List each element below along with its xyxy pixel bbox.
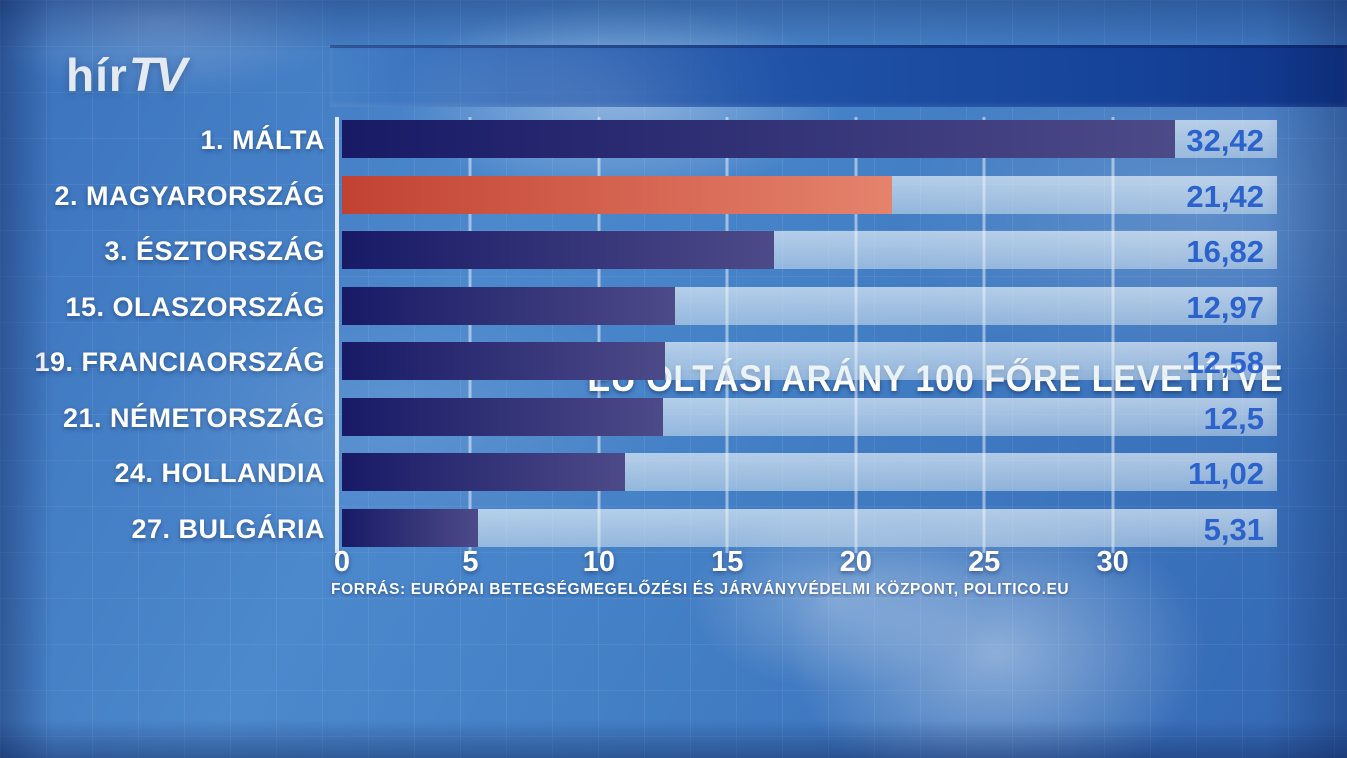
- x-axis-tick-labels: 0 5 10 15 20 25 30: [334, 546, 1277, 580]
- logo-tv-text: TV: [129, 49, 187, 102]
- gridline-15: [725, 117, 729, 553]
- chart-row: 2. MAGYARORSZÁG 21,42: [0, 176, 1277, 214]
- x-tick-30: 30: [1096, 546, 1128, 579]
- chart-row: 27. BULGÁRIA 5,31: [0, 509, 1277, 547]
- bar-value-label: 32,42: [1186, 120, 1264, 158]
- chart-row: 19. FRANCIAORSZÁG 12,58: [0, 342, 1277, 380]
- x-tick-0: 0: [334, 546, 350, 579]
- bar-value-label: 12,97: [1186, 287, 1264, 325]
- y-axis-line: [335, 117, 339, 553]
- bar: [342, 509, 479, 547]
- bar: [342, 287, 676, 325]
- gridline-25: [982, 117, 986, 553]
- bar: [342, 342, 666, 380]
- bar: [342, 120, 1175, 158]
- country-rank-label: 3. ÉSZTORSZÁG: [0, 231, 325, 269]
- gridline-10: [597, 117, 601, 553]
- x-tick-15: 15: [711, 546, 743, 579]
- vertical-gridlines: [342, 117, 1277, 553]
- x-tick-25: 25: [968, 546, 1000, 579]
- country-rank-label: 24. HOLLANDIA: [0, 453, 325, 491]
- bar-track: 32,42: [342, 120, 1277, 158]
- hirtv-logo: hírTV: [66, 48, 187, 103]
- logo-hir-text: hír: [66, 49, 128, 101]
- country-rank-label: 19. FRANCIAORSZÁG: [0, 342, 325, 380]
- bar-track: 11,02: [342, 453, 1277, 491]
- bar-value-label: 5,31: [1204, 509, 1264, 547]
- bar-value-label: 11,02: [1188, 453, 1264, 491]
- bar-track: 21,42: [342, 176, 1277, 214]
- bar-track: 12,5: [342, 398, 1277, 436]
- bar-value-label: 16,82: [1186, 231, 1264, 269]
- country-rank-label: 1. MÁLTA: [0, 120, 325, 158]
- bar-value-label: 12,5: [1204, 398, 1264, 436]
- bar: [342, 176, 893, 214]
- chart-row: 3. ÉSZTORSZÁG 16,82: [0, 231, 1277, 269]
- bar-track: 12,97: [342, 287, 1277, 325]
- gridline-5: [468, 117, 472, 553]
- country-rank-label: 15. OLASZORSZÁG: [0, 287, 325, 325]
- country-rank-label: 2. MAGYARORSZÁG: [0, 176, 325, 214]
- gridline-20: [854, 117, 858, 553]
- chart-row: 21. NÉMETORSZÁG 12,5: [0, 398, 1277, 436]
- country-rank-label: 21. NÉMETORSZÁG: [0, 398, 325, 436]
- x-tick-20: 20: [840, 546, 872, 579]
- chart-row: 15. OLASZORSZÁG 12,97: [0, 287, 1277, 325]
- chart-row: 24. HOLLANDIA 11,02: [0, 453, 1277, 491]
- x-tick-10: 10: [583, 546, 615, 579]
- bar: [342, 231, 775, 269]
- x-tick-5: 5: [462, 546, 478, 579]
- bar: [342, 398, 664, 436]
- bar-value-label: 21,42: [1186, 176, 1264, 214]
- bar-value-label: 12,58: [1186, 342, 1264, 380]
- title-band: [330, 45, 1347, 107]
- bar: [342, 453, 626, 491]
- bar-track: 16,82: [342, 231, 1277, 269]
- bar-track: 5,31: [342, 509, 1277, 547]
- gridline-30: [1111, 117, 1115, 553]
- country-rank-label: 27. BULGÁRIA: [0, 509, 325, 547]
- chart-row: 1. MÁLTA 32,42: [0, 120, 1277, 158]
- bar-track: 12,58: [342, 342, 1277, 380]
- source-attribution: FORRÁS: EURÓPAI BETEGSÉGMEGELŐZÉSI ÉS JÁ…: [331, 581, 1069, 599]
